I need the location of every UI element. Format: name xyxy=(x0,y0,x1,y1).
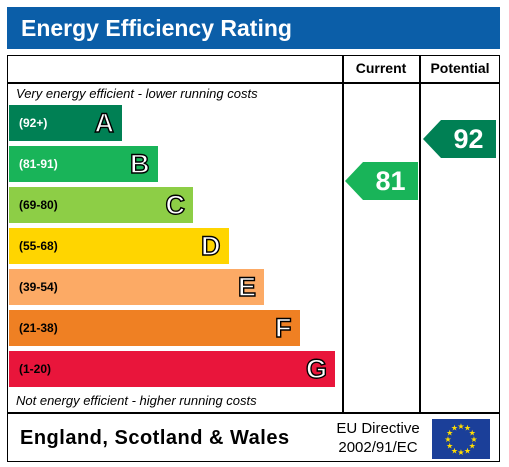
current-rating-arrow: 81 xyxy=(345,162,418,200)
eu-star-icon: ★ xyxy=(457,422,464,431)
eu-star-icon: ★ xyxy=(470,435,477,444)
efficient-note: Very energy efficient - lower running co… xyxy=(16,86,258,101)
eu-directive: EU Directive 2002/91/EC xyxy=(323,419,433,457)
column-header-potential: Potential xyxy=(430,60,490,76)
band-range-label: (39-54) xyxy=(19,280,58,294)
band-letter: G xyxy=(305,353,327,384)
band-letter: F xyxy=(274,312,292,343)
band-letter: C xyxy=(165,189,186,220)
band-letter: B xyxy=(129,148,150,179)
eu-directive-line1: EU Directive xyxy=(336,420,420,437)
eu-star-icon: ★ xyxy=(464,424,471,433)
rating-table-frame xyxy=(7,55,500,462)
band-e: (39-54) E xyxy=(9,269,264,305)
band-range-label: (69-80) xyxy=(19,198,58,212)
column-divider-potential xyxy=(419,55,421,412)
band-a: (92+) A xyxy=(9,105,122,141)
potential-rating-arrow: 92 xyxy=(423,120,496,158)
column-divider-current xyxy=(342,55,344,412)
potential-rating-value: 92 xyxy=(453,124,484,154)
band-range-label: (21-38) xyxy=(19,321,58,335)
band-letter: D xyxy=(200,230,221,261)
band-g: (1-20) G xyxy=(9,351,335,387)
band-letter: A xyxy=(94,107,115,138)
chart-title: Energy Efficiency Rating xyxy=(7,7,500,49)
eu-star-icon: ★ xyxy=(469,429,476,438)
band-range-label: (55-68) xyxy=(19,239,58,253)
eu-directive-line2: 2002/91/EC xyxy=(338,439,418,456)
band-letter: E xyxy=(237,271,256,302)
eu-star-icon: ★ xyxy=(457,448,464,457)
eu-star-icon: ★ xyxy=(444,435,451,444)
eu-star-icon: ★ xyxy=(464,446,471,455)
column-header-current: Current xyxy=(355,60,407,76)
eu-flag-icon: ★ ★ ★ ★ ★ ★ ★ ★ ★ ★ ★ ★ xyxy=(432,419,490,459)
header-row-divider xyxy=(7,82,500,84)
current-rating-value: 81 xyxy=(375,166,406,196)
band-range-label: (1-20) xyxy=(19,362,52,376)
inefficient-note: Not energy efficient - higher running co… xyxy=(16,393,257,408)
band-f: (21-38) F xyxy=(9,310,300,346)
potential-arrow-shape xyxy=(423,120,496,158)
band-range-label: (92+) xyxy=(19,116,48,130)
eu-star-icon: ★ xyxy=(451,446,458,455)
eu-star-icon: ★ xyxy=(446,429,453,438)
band-d: (55-68) D xyxy=(9,228,229,264)
eu-star-icon: ★ xyxy=(451,424,458,433)
band-b: (81-91) B xyxy=(9,146,158,182)
band-range-label: (81-91) xyxy=(19,157,58,171)
eu-star-icon: ★ xyxy=(446,442,453,451)
eu-star-icon: ★ xyxy=(469,442,476,451)
country-label: England, Scotland & Wales xyxy=(20,427,290,449)
current-arrow-shape xyxy=(345,162,418,200)
footer-row-divider xyxy=(7,412,500,414)
band-c: (69-80) C xyxy=(9,187,193,223)
